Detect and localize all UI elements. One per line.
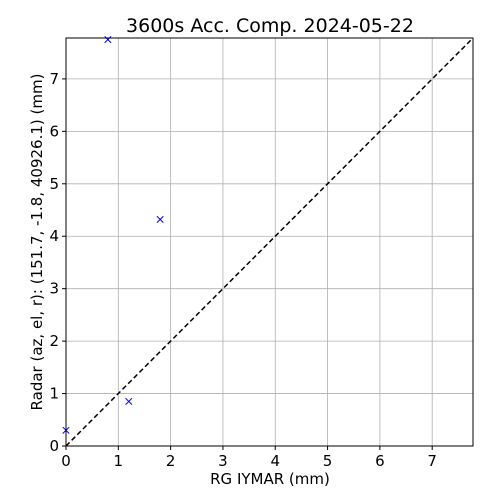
plot-frame [65, 37, 474, 447]
x-tick-label: 1 [114, 452, 124, 470]
chart-title: 3600s Acc. Comp. 2024-05-22 [126, 15, 414, 37]
x-tick-label: 2 [166, 452, 176, 470]
marker-stroke [104, 36, 112, 44]
y-tick-labels: 0 1 2 3 4 5 6 7 [49, 70, 66, 455]
x-tick-label: 0 [61, 452, 71, 470]
data-point-marker [125, 397, 133, 405]
y-tick-label: 7 [49, 70, 59, 88]
x-tick-label: 6 [375, 452, 385, 470]
data-point-marker [104, 36, 112, 44]
y-tick-label: 0 [49, 437, 59, 455]
marker-stroke [156, 215, 164, 224]
data-point-marker [156, 215, 164, 224]
reference-line-layer [65, 37, 474, 447]
x-tick-label: 4 [270, 452, 280, 470]
data-points [62, 36, 164, 434]
x-tick-label: 3 [218, 452, 228, 470]
x-tick-label: 7 [427, 452, 437, 470]
x-tick-labels: 0 1 2 3 4 5 6 7 [61, 446, 437, 470]
one-to-one-reference-line [65, 37, 474, 447]
y-tick-label: 6 [49, 122, 59, 140]
x-tick-label: 5 [323, 452, 333, 470]
axes [65, 37, 474, 447]
marker-stroke [125, 397, 133, 405]
y-tick-label: 1 [49, 385, 59, 403]
y-tick-label: 3 [49, 280, 59, 298]
y-tick-label: 2 [49, 332, 59, 350]
y-tick-label: 4 [49, 227, 59, 245]
y-tick-label: 5 [49, 175, 59, 193]
x-axis-label: RG IYMAR (mm) [210, 470, 330, 488]
y-axis-label: Radar (az, el, r): (151.7, -1.8, 40926.1… [28, 74, 46, 411]
grid [65, 38, 473, 447]
